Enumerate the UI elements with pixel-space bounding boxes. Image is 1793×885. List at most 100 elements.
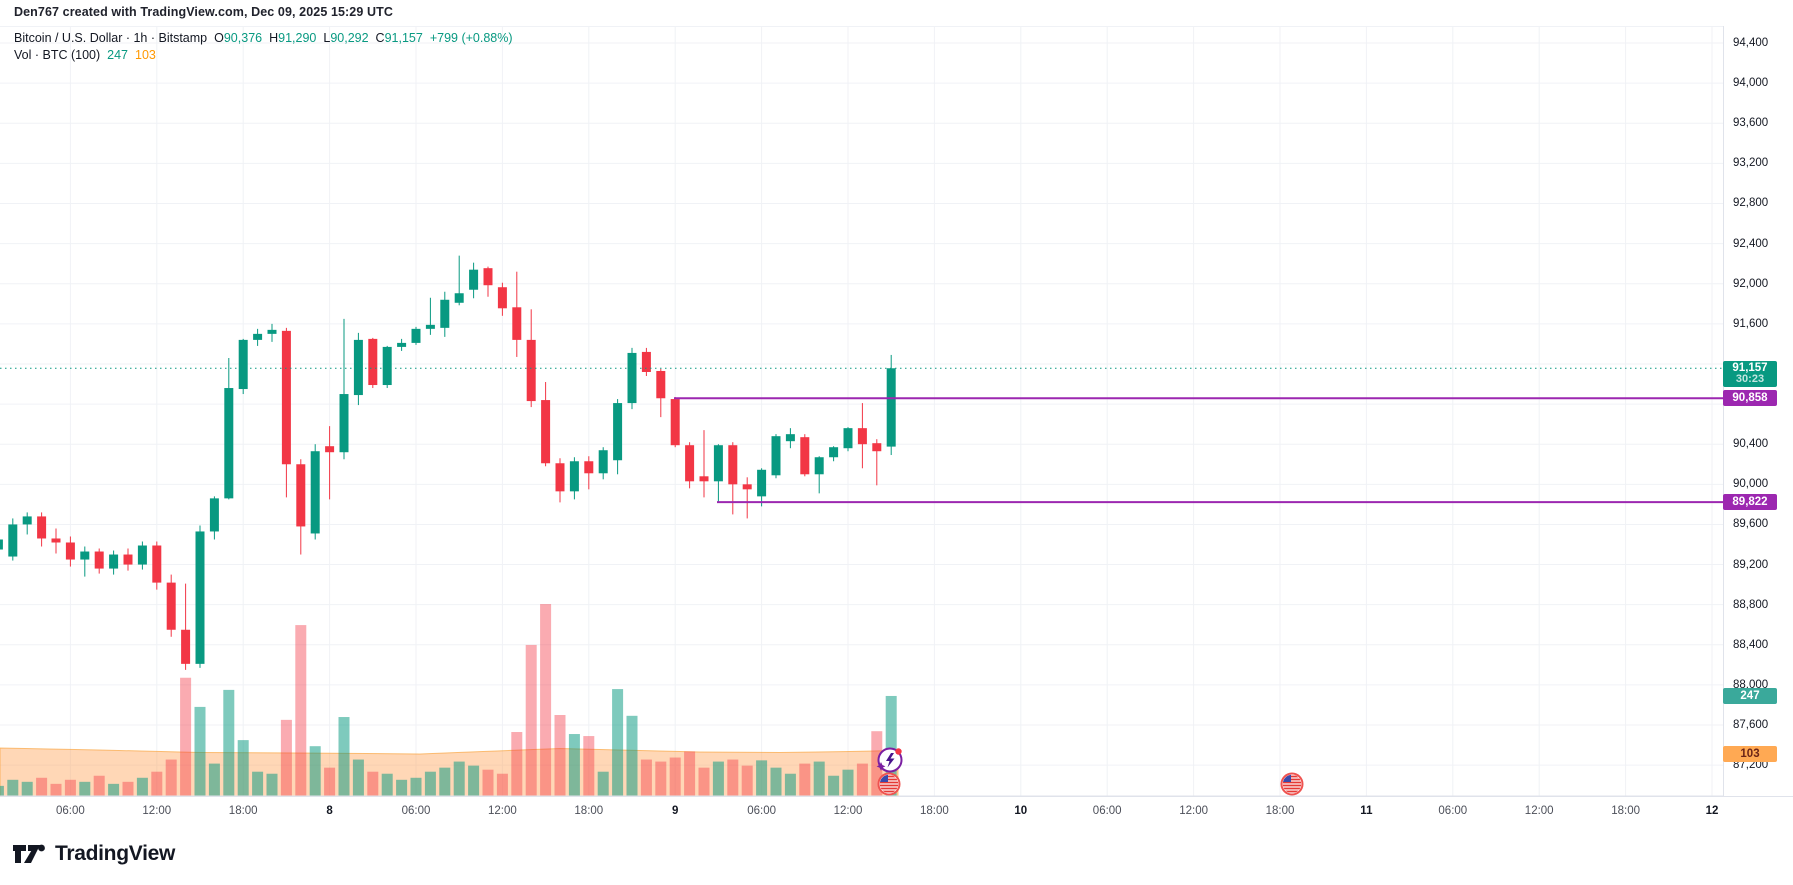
candle-body [742,484,752,490]
volume-bar [338,717,350,796]
volume-bar [280,719,292,796]
price-tick-label: 94,400 [1733,37,1769,49]
volume-bar [712,761,724,796]
volume-label: Vol · BTC (100) [14,48,101,62]
volume-bar [799,763,811,796]
watermark-text: Den767 created with TradingView.com, Dec… [14,5,393,19]
candle-body [281,330,291,465]
us-flag-event-icon[interactable] [1280,772,1304,796]
candle-body [425,324,435,329]
candle-countdown: 30:23 [1735,373,1765,386]
time-tick-label: 18:00 [1265,805,1295,817]
volume-bar [122,781,134,796]
candle-body [728,445,738,485]
candle-body [22,516,32,525]
time-tick-label: 06:00 [401,805,431,817]
candle-body [713,445,723,482]
us-flag-event-icon[interactable] [877,772,901,796]
candle-body [771,436,781,476]
candle-body [627,352,637,404]
high-value: 91,290 [278,31,317,45]
candle-body [65,542,75,560]
candle-body [325,446,335,453]
volume-bar [727,759,739,796]
candle-body [857,428,867,445]
candle-body [440,299,450,328]
time-tick-label: 18:00 [920,805,949,817]
price-axis[interactable]: 94,400 94,000 93,600 93,200 92,800 92,400 92,0… [1723,26,1793,830]
time-tick-label: 18:00 [1611,805,1640,817]
candle-body [584,461,594,474]
change-value: +799 (+0.88%) [429,31,513,45]
volume-bar [597,771,609,796]
candle-body [656,370,666,399]
candle-body [512,307,522,340]
candle-body [497,287,507,309]
lightning-idea-icon[interactable] [876,747,903,773]
volume-bar [424,771,436,796]
volume-ma-value: 103 [135,48,156,62]
volume-bar [352,759,364,796]
volume-bar [669,757,681,796]
volume-bar [655,761,667,796]
low-label: L [323,31,331,45]
price-tick-label: 92,800 [1733,197,1769,210]
volume-bar [828,775,840,796]
time-tick-label: 12:00 [1179,805,1208,817]
candle-body [353,339,363,396]
volume-bar [309,746,321,796]
volume-bar [381,773,393,796]
legend: Bitcoin / U.S. Dollar · 1h · Bitstamp O90… [14,30,513,63]
time-tick-label: 12:00 [833,805,863,817]
volume-bar [50,783,62,796]
price-tick-label: 92,000 [1733,277,1769,290]
candle-body [109,554,119,569]
volume-bar [525,644,537,796]
price-tick-label: 93,200 [1733,157,1769,170]
time-tick-label: 12:00 [488,805,517,817]
time-axis[interactable]: 06:00 12:00 18:00 8 06:00 12:00 18:00 9 06:00 12:… [0,796,1793,830]
volume-bar [396,779,408,796]
candle-body [397,342,407,347]
volume-bar [554,715,566,796]
candle-body [181,629,191,664]
volume-bar [223,689,235,796]
candle-body [469,269,479,290]
candle-body [238,339,248,390]
candle-body [555,463,565,492]
candle-body [569,461,579,492]
volume-bar [756,760,768,796]
time-tick-day-label: 12 [1705,805,1719,817]
volume-bar [482,769,494,796]
candle-body [814,457,824,475]
volume-bars [0,604,897,796]
candle-body [37,516,47,539]
candle-body [339,394,349,453]
time-tick-label: 06:00 [1438,805,1468,817]
candle-body [454,293,464,303]
volume-bar [7,779,19,796]
volume-bar [453,761,465,796]
low-value: 90,292 [330,31,369,45]
candle-body [800,437,810,475]
volume-bar [540,604,552,796]
symbol-row: Bitcoin / U.S. Dollar · 1h · Bitstamp O90… [14,30,513,46]
volume-bar [324,767,336,796]
candle-body [829,447,839,458]
volume-bar [136,777,148,796]
volume-bar [21,781,33,796]
volume-bar [612,689,624,796]
volume-bar [871,731,883,796]
open-label: O [214,31,224,45]
volume-bar [93,775,105,796]
tradingview-logo-icon[interactable] [12,840,46,868]
price-tick-label: 88,400 [1733,638,1769,651]
candle-body [598,450,608,474]
volume-bar [568,734,580,796]
candle-body [8,524,18,557]
candle-body [526,339,536,402]
candle-body [94,551,104,569]
tradingview-logo-text[interactable]: TradingView [55,842,176,865]
